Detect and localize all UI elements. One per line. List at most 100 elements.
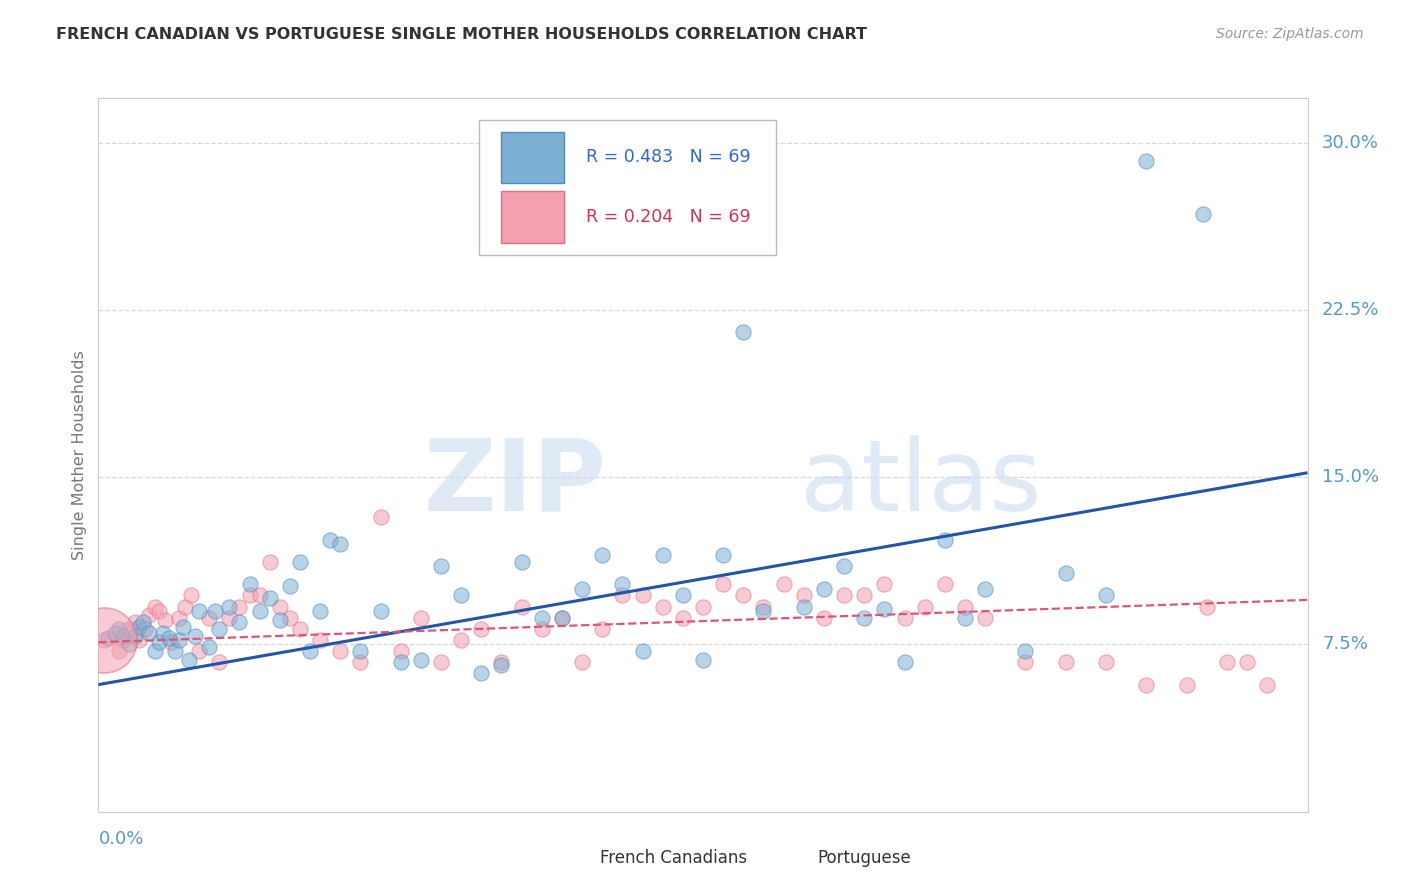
Point [249,604,271,618]
Point [132,615,155,630]
Point [124,615,146,630]
Point [893,655,915,669]
Point [93,633,115,648]
Point [148,604,170,618]
Text: R = 0.483   N = 69: R = 0.483 N = 69 [586,148,751,167]
Point [1135,153,1157,168]
Point [128,619,150,633]
Point [107,644,129,658]
Point [103,626,125,640]
Point [128,633,150,648]
Point [329,644,352,658]
Point [208,622,231,636]
Point [470,666,492,681]
Point [148,635,170,649]
Point [143,599,166,614]
Point [832,589,855,603]
Text: Source: ZipAtlas.com: Source: ZipAtlas.com [1216,27,1364,41]
Point [793,599,815,614]
Point [174,599,197,614]
Point [571,655,593,669]
Point [177,653,201,667]
FancyBboxPatch shape [501,192,564,243]
Point [873,577,896,591]
Text: Portuguese: Portuguese [818,849,911,867]
Point [208,655,231,669]
Point [813,611,835,625]
Point [551,611,574,625]
Point [143,644,166,658]
Point [204,604,226,618]
Y-axis label: Single Mother Households: Single Mother Households [72,350,87,560]
Point [631,589,654,603]
Point [1191,207,1213,221]
Point [138,608,160,623]
Point [349,655,371,669]
Point [953,599,976,614]
Point [733,589,755,603]
Point [138,626,160,640]
Point [118,637,141,651]
Point [370,510,392,524]
Point [278,580,301,594]
Point [1195,599,1218,614]
Text: ZIP: ZIP [423,435,606,532]
Point [288,555,311,569]
Point [692,599,714,614]
Point [450,633,472,648]
Point [832,559,855,574]
Point [571,582,593,596]
Point [1054,655,1077,669]
Text: 30.0%: 30.0% [1322,134,1379,152]
Point [218,599,240,614]
Point [1216,655,1239,669]
Point [160,635,183,649]
Point [651,599,673,614]
Point [329,537,352,551]
Point [813,582,835,596]
Text: R = 0.204   N = 69: R = 0.204 N = 69 [586,208,751,227]
Point [510,599,533,614]
Point [914,599,936,614]
Point [793,589,815,603]
Point [430,559,453,574]
Point [772,577,794,591]
FancyBboxPatch shape [479,120,776,255]
Point [470,622,492,636]
Text: French Canadians: French Canadians [600,849,748,867]
Point [1095,589,1118,603]
Point [309,633,332,648]
Point [188,644,211,658]
Point [107,622,129,636]
Point [612,577,634,591]
Point [278,611,301,625]
Point [157,631,180,645]
Point [953,611,976,625]
Point [309,604,332,618]
Point [349,644,371,658]
Point [752,599,775,614]
FancyBboxPatch shape [527,846,588,871]
Point [409,653,432,667]
Point [239,589,262,603]
Point [591,548,613,563]
Text: 7.5%: 7.5% [1322,635,1368,654]
Text: 22.5%: 22.5% [1322,301,1379,319]
Point [733,325,755,339]
Point [530,611,553,625]
Point [198,640,221,654]
Point [1054,566,1077,581]
Point [389,655,412,669]
Point [450,589,472,603]
Point [299,644,322,658]
Point [1236,655,1258,669]
Point [198,611,221,625]
Point [491,657,513,672]
Point [269,613,291,627]
Text: FRENCH CANADIAN VS PORTUGUESE SINGLE MOTHER HOUSEHOLDS CORRELATION CHART: FRENCH CANADIAN VS PORTUGUESE SINGLE MOT… [56,27,868,42]
Point [893,611,915,625]
FancyBboxPatch shape [501,132,564,183]
Point [167,633,190,648]
Point [93,633,115,648]
Text: 15.0%: 15.0% [1322,468,1379,486]
